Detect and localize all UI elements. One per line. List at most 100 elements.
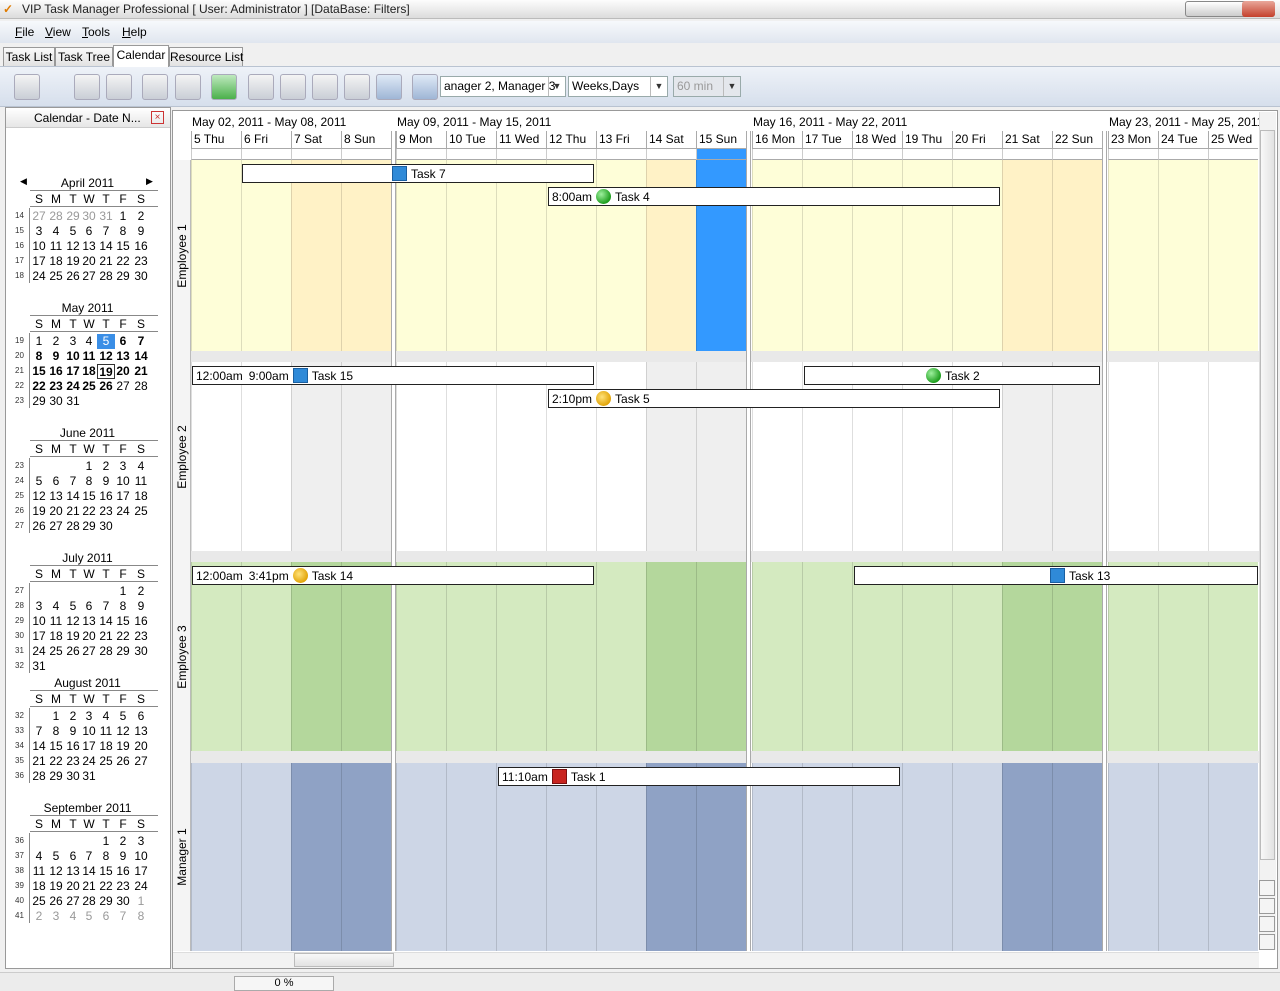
task-bar[interactable]: [192, 566, 594, 585]
day-cell[interactable]: 3: [35, 224, 43, 238]
day-cell[interactable]: 28: [82, 894, 96, 908]
day-cell[interactable]: 25: [49, 644, 63, 658]
scroll-button[interactable]: [1259, 934, 1275, 950]
day-cell[interactable]: 15: [116, 239, 130, 253]
refresh-button[interactable]: [211, 74, 237, 100]
toolbar-button[interactable]: [74, 74, 100, 100]
combo-arrow[interactable]: ▼: [548, 77, 565, 96]
day-cell[interactable]: 8: [85, 474, 93, 488]
day-cell[interactable]: 30: [66, 769, 80, 783]
day-cell[interactable]: 28: [32, 769, 46, 783]
menu-item[interactable]: View: [45, 25, 71, 39]
day-cell[interactable]: 3: [137, 834, 145, 848]
day-cell[interactable]: 23: [49, 379, 63, 393]
next-month[interactable]: ▶: [146, 176, 153, 186]
day-cell[interactable]: 24: [32, 644, 46, 658]
day-cell[interactable]: 20: [82, 629, 96, 643]
day-cell[interactable]: 8: [35, 349, 43, 363]
day-cell[interactable]: 3: [35, 599, 43, 613]
day-cell[interactable]: 2: [137, 209, 145, 223]
day-cell[interactable]: 2: [102, 459, 110, 473]
day-cell[interactable]: 5: [69, 599, 77, 613]
day-cell[interactable]: 16: [99, 489, 113, 503]
day-cell[interactable]: 6: [137, 709, 145, 723]
day-cell[interactable]: 23: [134, 629, 148, 643]
day-cell[interactable]: 15: [32, 364, 46, 378]
day-cell[interactable]: 29: [66, 209, 80, 223]
day-cell[interactable]: 27: [116, 379, 130, 393]
day-cell[interactable]: 14: [66, 489, 80, 503]
menu-item[interactable]: File: [15, 25, 35, 39]
day-cell[interactable]: 14: [134, 349, 148, 363]
day-cell[interactable]: 24: [66, 379, 80, 393]
day-cell[interactable]: 9: [137, 224, 145, 238]
day-cell[interactable]: 22: [82, 504, 96, 518]
day-cell[interactable]: 18: [134, 489, 148, 503]
day-cell[interactable]: 19: [66, 629, 80, 643]
toolbar-button[interactable]: [14, 74, 40, 100]
day-cell[interactable]: 9: [69, 724, 77, 738]
day-cell[interactable]: 18: [99, 739, 113, 753]
day-cell[interactable]: 13: [82, 614, 96, 628]
toolbar-button[interactable]: [312, 74, 338, 100]
day-cell[interactable]: 12: [49, 864, 63, 878]
day-cell[interactable]: 22: [116, 254, 130, 268]
tab[interactable]: Resource List: [169, 47, 243, 66]
day-cell[interactable]: 23: [66, 754, 80, 768]
scroll-button[interactable]: [1259, 916, 1275, 932]
day-cell[interactable]: 11: [49, 239, 63, 253]
day-cell[interactable]: 25: [99, 754, 113, 768]
day-cell[interactable]: 29: [82, 519, 96, 533]
day-cell[interactable]: 31: [99, 209, 113, 223]
day-cell[interactable]: 11: [49, 614, 63, 628]
day-cell[interactable]: 3: [119, 459, 127, 473]
day-cell[interactable]: 20: [49, 504, 63, 518]
day-cell[interactable]: 17: [32, 629, 46, 643]
day-cell[interactable]: 11: [82, 349, 96, 363]
day-cell[interactable]: 26: [66, 269, 80, 283]
sidebar-close[interactable]: ×: [151, 111, 164, 124]
day-cell[interactable]: 20: [66, 879, 80, 893]
combo-box[interactable]: anager 2, Manager 3: [440, 76, 566, 97]
day-cell[interactable]: 30: [134, 644, 148, 658]
day-cell[interactable]: 10: [116, 474, 130, 488]
toolbar-button[interactable]: [280, 74, 306, 100]
day-cell[interactable]: 24: [82, 754, 96, 768]
day-cell[interactable]: 8: [137, 909, 145, 923]
day-cell[interactable]: 24: [134, 879, 148, 893]
day-cell[interactable]: 26: [116, 754, 130, 768]
day-cell[interactable]: 30: [134, 269, 148, 283]
task-bar[interactable]: [548, 187, 1000, 206]
day-cell[interactable]: 17: [66, 364, 80, 378]
day-cell[interactable]: 22: [32, 379, 46, 393]
day-cell[interactable]: 9: [137, 599, 145, 613]
day-cell[interactable]: 5: [52, 849, 60, 863]
day-cell[interactable]: 20: [82, 254, 96, 268]
day-cell[interactable]: 13: [82, 239, 96, 253]
day-cell[interactable]: 6: [69, 849, 77, 863]
day-cell[interactable]: 20: [116, 364, 130, 378]
day-cell[interactable]: 31: [32, 659, 46, 673]
day-cell[interactable]: 22: [49, 754, 63, 768]
day-cell[interactable]: 9: [52, 349, 60, 363]
day-cell[interactable]: 4: [52, 599, 60, 613]
day-cell[interactable]: 19: [97, 364, 115, 379]
day-cell[interactable]: 3: [69, 334, 77, 348]
day-cell[interactable]: 7: [85, 849, 93, 863]
day-cell[interactable]: 19: [66, 254, 80, 268]
day-cell[interactable]: 2: [119, 834, 127, 848]
day-cell[interactable]: 27: [82, 269, 96, 283]
day-cell[interactable]: 21: [32, 754, 46, 768]
day-cell[interactable]: 2: [35, 909, 43, 923]
day-cell[interactable]: 26: [49, 894, 63, 908]
day-cell[interactable]: 7: [119, 909, 127, 923]
day-cell[interactable]: 19: [49, 879, 63, 893]
day-cell[interactable]: 1: [35, 334, 43, 348]
day-cell[interactable]: 30: [99, 519, 113, 533]
day-cell[interactable]: 11: [99, 724, 113, 738]
day-cell[interactable]: 1: [119, 209, 127, 223]
day-cell[interactable]: 5: [35, 474, 43, 488]
day-cell[interactable]: 2: [52, 334, 60, 348]
day-cell[interactable]: 28: [134, 379, 148, 393]
day-cell[interactable]: 14: [99, 614, 113, 628]
